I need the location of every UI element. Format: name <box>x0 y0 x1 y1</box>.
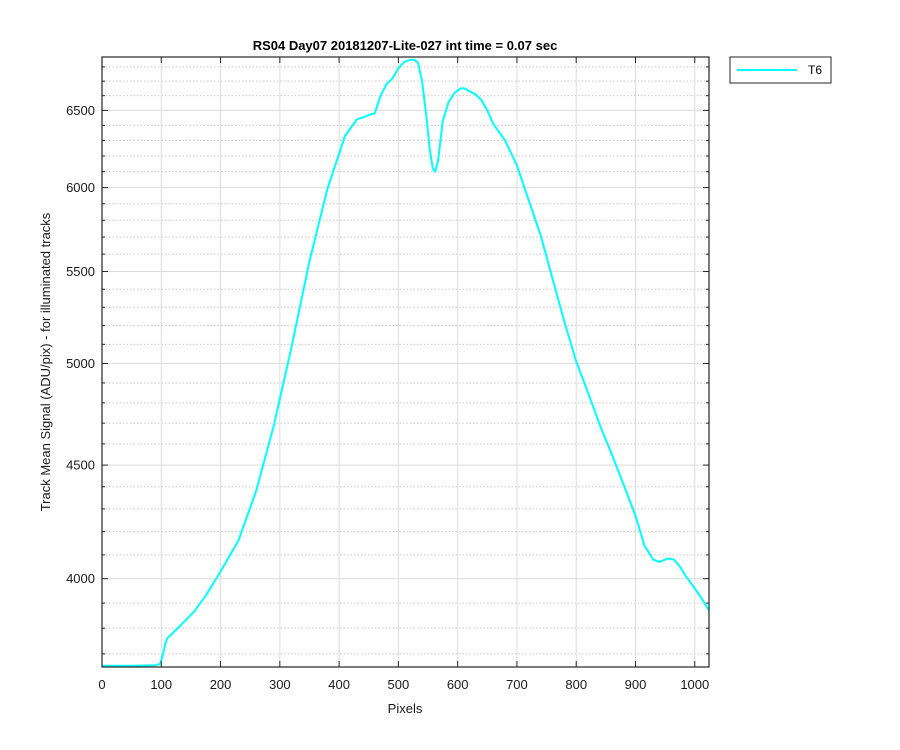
y-tick-label: 6500 <box>66 103 95 118</box>
x-tick-label: 300 <box>269 677 291 692</box>
y-tick-label: 5000 <box>66 356 95 371</box>
x-tick-label: 600 <box>447 677 469 692</box>
y-tick-labels: 4000 4500 5000 5500 6000 6500 <box>66 103 95 586</box>
x-tick-label: 500 <box>388 677 410 692</box>
chart-title: RS04 Day07 20181207-Lite-027 int time = … <box>253 38 558 53</box>
y-tick-label: 5500 <box>66 264 95 279</box>
axis-ticks <box>101 57 709 667</box>
y-tick-label: 6000 <box>66 180 95 195</box>
x-tick-label: 200 <box>210 677 232 692</box>
legend-label-t6: T6 <box>808 63 822 77</box>
x-tick-label: 100 <box>150 677 172 692</box>
x-tick-label: 1000 <box>680 677 709 692</box>
x-tick-labels: 0 100 200 300 400 500 600 700 800 900 1000 <box>98 677 709 692</box>
y-tick-label: 4000 <box>66 571 95 586</box>
legend: T6 <box>729 56 832 84</box>
plot-area-frame <box>101 56 710 668</box>
y-axis-label: Track Mean Signal (ADU/pix) - for illumi… <box>38 212 53 511</box>
x-tick-label: 0 <box>98 677 105 692</box>
series-line-t6 <box>102 58 710 667</box>
y-tick-label: 4500 <box>66 458 95 473</box>
x-tick-label: 900 <box>625 677 647 692</box>
x-tick-label: 400 <box>328 677 350 692</box>
plot-area-background <box>102 57 709 667</box>
x-tick-label: 800 <box>565 677 587 692</box>
x-axis-label: Pixels <box>388 701 423 716</box>
x-tick-label: 700 <box>506 677 528 692</box>
series-layer <box>102 58 710 667</box>
